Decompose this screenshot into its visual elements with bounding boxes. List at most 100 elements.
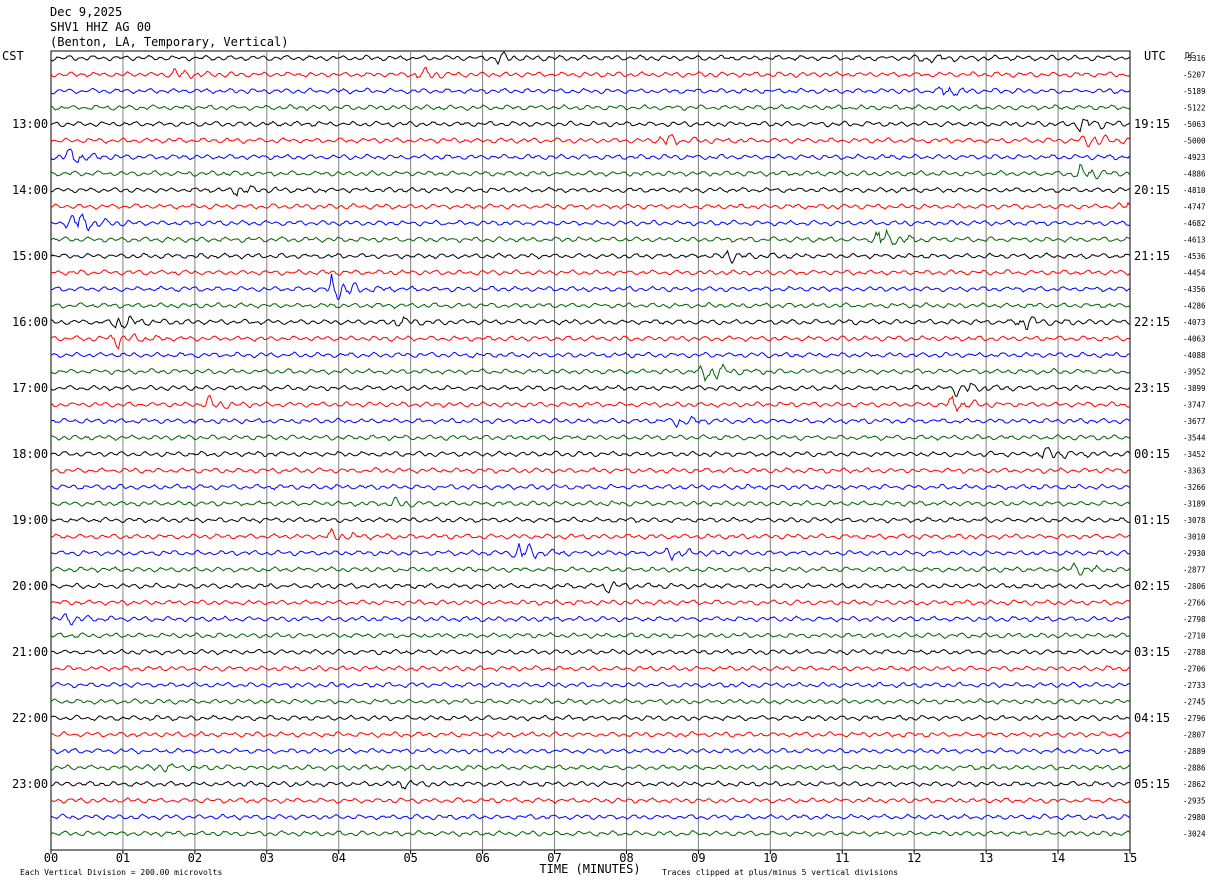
utc-hour-label: 02:15 — [1134, 579, 1170, 593]
seismic-trace — [50, 213, 1130, 232]
seismic-trace — [50, 315, 1130, 330]
cst-hour-label: 22:00 — [12, 711, 48, 725]
dc-offset-label: -2745 — [1183, 698, 1206, 707]
dc-offset-label: -4536 — [1183, 252, 1206, 261]
x-tick-label: 13 — [979, 851, 993, 865]
clip-note: Traces clipped at plus/minus 5 vertical … — [662, 868, 898, 877]
cst-hour-label: 17:00 — [12, 381, 48, 395]
seismic-trace — [50, 466, 1130, 474]
seismic-trace — [50, 363, 1130, 383]
utc-hour-label: 22:15 — [1134, 315, 1170, 329]
seismic-trace — [50, 51, 1130, 66]
dc-offset-label: -2788 — [1183, 648, 1206, 657]
dc-offset-label: -2886 — [1183, 764, 1206, 773]
seismic-trace — [50, 796, 1130, 805]
seismic-trace — [50, 648, 1130, 656]
seismic-trace — [50, 302, 1130, 310]
dc-offset-label: -2889 — [1183, 747, 1206, 756]
x-tick-label: 06 — [475, 851, 489, 865]
seismic-trace — [50, 779, 1130, 790]
dc-offset-label: -2710 — [1183, 632, 1206, 641]
seismic-trace — [50, 613, 1130, 626]
utc-hour-label: 01:15 — [1134, 513, 1170, 527]
seismic-trace — [50, 763, 1130, 773]
dc-header-label: DC — [1185, 51, 1195, 60]
cst-hour-label: 14:00 — [12, 183, 48, 197]
dc-offset-label: -4356 — [1183, 285, 1206, 294]
station-location: (Benton, LA, Temporary, Vertical) — [50, 35, 289, 49]
cst-hour-label: 13:00 — [12, 117, 48, 131]
dc-offset-label: -4613 — [1183, 236, 1206, 245]
seismic-trace — [50, 483, 1130, 491]
seismic-trace — [50, 133, 1130, 148]
seismic-trace — [50, 447, 1130, 460]
cst-hour-label: 23:00 — [12, 777, 48, 791]
dc-offset-label: -3544 — [1183, 434, 1206, 443]
seismic-trace — [50, 351, 1130, 359]
x-axis-title: TIME (MINUTES) — [539, 862, 640, 876]
seismic-trace — [50, 103, 1130, 111]
vertical-grid — [50, 50, 1131, 851]
dc-offset-label: -4454 — [1183, 269, 1206, 278]
dc-offset-label: -3747 — [1183, 401, 1206, 410]
seismic-trace — [50, 249, 1130, 265]
dc-offset-label: -4073 — [1183, 318, 1206, 327]
seismic-trace — [50, 394, 1130, 413]
seismic-trace — [50, 730, 1130, 738]
dc-offset-label: -2766 — [1183, 599, 1206, 608]
seismic-trace — [50, 148, 1130, 164]
seismic-trace — [51, 562, 1130, 576]
seismic-trace — [50, 580, 1130, 594]
seismic-trace — [50, 415, 1130, 429]
cst-hour-label: 21:00 — [12, 645, 48, 659]
scale-note: Each Vertical Division = 200.00 microvol… — [20, 868, 222, 877]
dc-offset-label: -2862 — [1183, 780, 1206, 789]
utc-hour-label: 04:15 — [1134, 711, 1170, 725]
x-tick-label: 00 — [44, 851, 58, 865]
seismic-trace — [50, 86, 1130, 97]
dc-offset-label: -5122 — [1183, 104, 1206, 113]
dc-offset-label: -5000 — [1183, 137, 1206, 146]
dc-offset-label: -5207 — [1183, 71, 1206, 80]
dc-offset-label: -2706 — [1183, 665, 1206, 674]
seismic-trace — [50, 598, 1130, 606]
dc-offset-label: -2806 — [1183, 582, 1206, 591]
dc-offset-label: -2935 — [1183, 797, 1206, 806]
seismic-trace — [50, 697, 1130, 705]
dc-offset-label: -4810 — [1183, 186, 1206, 195]
dc-offset-label: -2733 — [1183, 681, 1206, 690]
dc-offset-label: -2930 — [1183, 549, 1206, 558]
x-tick-label: 11 — [835, 851, 849, 865]
cst-hour-label: 20:00 — [12, 579, 48, 593]
x-tick-label: 05 — [403, 851, 417, 865]
left-timezone-label: CST — [2, 49, 24, 63]
utc-hour-label: 21:15 — [1134, 249, 1170, 263]
x-tick-label: 07 — [547, 851, 561, 865]
dc-offset-label: -3189 — [1183, 500, 1206, 509]
dc-offset-label: -4747 — [1183, 203, 1206, 212]
dc-offset-label: -3899 — [1183, 384, 1206, 393]
x-tick-label: 08 — [619, 851, 633, 865]
x-tick-label: 15 — [1123, 851, 1137, 865]
utc-hour-label: 05:15 — [1134, 777, 1170, 791]
cst-hour-label: 18:00 — [12, 447, 48, 461]
seismic-trace — [50, 813, 1130, 821]
station-id: SHV1 HHZ AG 00 — [50, 20, 152, 34]
dc-offset-label: -4088 — [1183, 351, 1206, 360]
dc-offset-label: -4923 — [1183, 153, 1206, 162]
dc-offset-label: -3363 — [1183, 467, 1206, 476]
right-timezone-label: UTC — [1144, 49, 1166, 63]
seismic-trace — [50, 185, 1130, 197]
dc-offset-label: -3024 — [1183, 830, 1206, 839]
seismic-trace — [50, 829, 1130, 838]
x-tick-label: 09 — [691, 851, 705, 865]
seismic-trace — [50, 228, 1130, 246]
seismic-trace — [50, 163, 1130, 180]
trace-group — [50, 51, 1130, 838]
utc-hour-label: 19:15 — [1134, 117, 1170, 131]
utc-hour-label: 20:15 — [1134, 183, 1170, 197]
seismic-trace — [50, 665, 1130, 673]
dc-offset-label: -3677 — [1183, 417, 1206, 426]
seismic-trace — [50, 516, 1130, 524]
